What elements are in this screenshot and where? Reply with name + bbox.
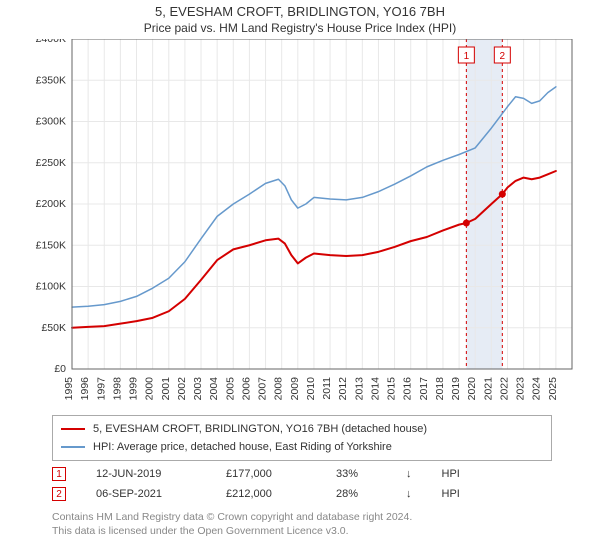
xtick-label: 2003 [192, 377, 204, 401]
ytick-label: £350K [36, 74, 66, 86]
xtick-label: 2019 [450, 377, 462, 401]
xtick-label: 2020 [466, 377, 478, 401]
ytick-label: £250K [36, 157, 66, 169]
xtick-label: 2006 [240, 377, 252, 401]
xtick-label: 2017 [418, 377, 430, 401]
chart-subtitle: Price paid vs. HM Land Registry's House … [0, 21, 600, 35]
sale-detail-date: 12-JUN-2019 [96, 468, 196, 480]
xtick-label: 2021 [482, 377, 494, 401]
xtick-label: 1999 [128, 377, 140, 401]
ytick-label: £100K [36, 281, 66, 293]
legend-label: 5, EVESHAM CROFT, BRIDLINGTON, YO16 7BH … [93, 423, 427, 435]
sale-detail-ref: HPI [442, 488, 460, 500]
xtick-label: 2002 [176, 377, 188, 401]
legend-swatch [61, 446, 85, 448]
ytick-label: £50K [41, 322, 66, 334]
xtick-label: 2008 [273, 377, 285, 401]
xtick-label: 2012 [337, 377, 349, 401]
xtick-label: 2022 [498, 377, 510, 401]
legend-row: HPI: Average price, detached house, East… [61, 438, 543, 456]
sale-detail-badge: 2 [52, 487, 66, 501]
chart-svg: £0 £50K £100K £150K £200K £250K £300K £350K £400… [20, 39, 580, 409]
footer-line-2: This data is licensed under the Open Gov… [52, 525, 592, 539]
xtick-label: 1998 [111, 377, 123, 401]
xtick-label: 1995 [63, 377, 75, 401]
ytick-label: £200K [36, 198, 66, 210]
sale-detail-pct: 28% [336, 488, 376, 500]
legend-swatch [61, 428, 85, 430]
xtick-label: 2023 [515, 377, 527, 401]
sale-detail-price: £177,000 [226, 468, 306, 480]
xtick-label: 2024 [531, 377, 543, 401]
ytick-label: £400K [36, 39, 66, 45]
xtick-label: 1997 [95, 377, 107, 401]
xtick-label: 2014 [369, 377, 381, 401]
sale-detail-ref: HPI [442, 468, 460, 480]
sale-detail-badge: 1 [52, 467, 66, 481]
sale-detail-row: 2 06-SEP-2021 £212,000 28% ↓ HPI [52, 487, 552, 501]
xtick-label: 2025 [547, 377, 559, 401]
xtick-label: 2018 [434, 377, 446, 401]
xtick-label: 2011 [321, 377, 333, 400]
xtick-label: 2007 [257, 377, 269, 401]
xtick-label: 2010 [305, 377, 317, 401]
xtick-label: 2004 [208, 377, 220, 401]
chart-area: £0 £50K £100K £150K £200K £250K £300K £350K £400… [20, 39, 580, 409]
sale-detail-pct: 33% [336, 468, 376, 480]
sale-detail-date: 06-SEP-2021 [96, 488, 196, 500]
ytick-label: £300K [36, 116, 66, 128]
sale-detail-price: £212,000 [226, 488, 306, 500]
xtick-label: 2005 [224, 377, 236, 401]
sale-detail-arrow-icon: ↓ [406, 468, 412, 480]
xtick-label: 2015 [386, 377, 398, 401]
xtick-label: 2009 [289, 377, 301, 401]
xtick-label: 2000 [144, 377, 156, 401]
legend-row: 5, EVESHAM CROFT, BRIDLINGTON, YO16 7BH … [61, 420, 543, 438]
footer: Contains HM Land Registry data © Crown c… [52, 511, 592, 538]
sale-detail-arrow-icon: ↓ [406, 488, 412, 500]
footer-line-1: Contains HM Land Registry data © Crown c… [52, 511, 592, 525]
sale-marker-id: 2 [500, 51, 506, 62]
xtick-label: 2013 [353, 377, 365, 401]
xtick-label: 1996 [79, 377, 91, 401]
ytick-label: £150K [36, 239, 66, 251]
xtick-label: 2001 [160, 377, 172, 401]
sale-marker-id: 1 [464, 51, 470, 62]
sale-detail-row: 1 12-JUN-2019 £177,000 33% ↓ HPI [52, 467, 552, 481]
legend-label: HPI: Average price, detached house, East… [93, 441, 392, 453]
legend: 5, EVESHAM CROFT, BRIDLINGTON, YO16 7BH … [52, 415, 552, 461]
ytick-label: £0 [54, 363, 66, 375]
xtick-label: 2016 [402, 377, 414, 401]
chart-title: 5, EVESHAM CROFT, BRIDLINGTON, YO16 7BH [0, 4, 600, 19]
